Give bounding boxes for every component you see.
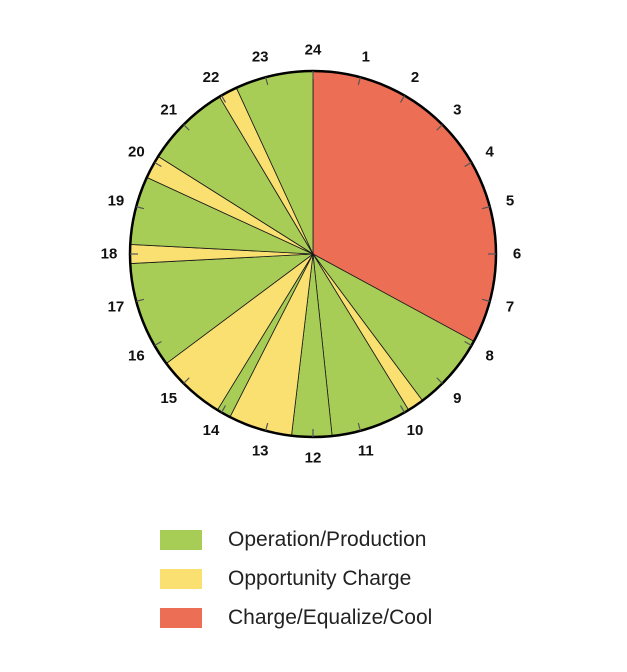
hour-tick-10 <box>399 405 406 413</box>
hour-tick-3 <box>436 124 443 131</box>
hour-label-13: 13 <box>252 443 269 460</box>
hour-tick-17 <box>136 298 145 302</box>
hour-label-24: 24 <box>305 42 322 59</box>
hour-label-17: 17 <box>108 298 125 315</box>
hour-tick-1 <box>357 77 361 86</box>
hour-tick-9 <box>436 377 443 384</box>
hour-tick-21 <box>183 124 190 131</box>
hour-tick-8 <box>464 340 472 347</box>
legend-item-opportunity: Opportunity Charge <box>160 559 432 598</box>
hour-tick-14 <box>220 405 227 413</box>
hour-label-21: 21 <box>160 101 177 118</box>
hour-label-11: 11 <box>358 443 374 460</box>
hour-label-15: 15 <box>160 390 177 407</box>
hour-label-9: 9 <box>453 390 461 407</box>
hour-tick-16 <box>154 340 162 347</box>
hour-tick-4 <box>464 161 472 168</box>
hour-label-14: 14 <box>203 422 220 439</box>
hour-tick-7 <box>481 298 490 302</box>
hour-tick-13 <box>265 422 269 431</box>
hour-label-16: 16 <box>128 348 145 365</box>
pie-slices <box>129 70 497 438</box>
hour-label-6: 6 <box>513 246 521 263</box>
hour-label-1: 1 <box>362 48 370 65</box>
legend: Operation/Production Opportunity Charge … <box>160 520 432 637</box>
hour-label-8: 8 <box>485 348 493 365</box>
hour-label-18: 18 <box>101 246 118 263</box>
hour-label-4: 4 <box>485 144 494 161</box>
hour-label-5: 5 <box>506 193 514 210</box>
hour-tick-15 <box>183 377 190 384</box>
hour-tick-19 <box>136 206 145 210</box>
hour-label-3: 3 <box>453 101 461 118</box>
hour-label-20: 20 <box>128 144 145 161</box>
hour-tick-2 <box>399 95 406 103</box>
legend-swatch-operation <box>160 529 202 550</box>
hour-tick-5 <box>481 206 490 210</box>
legend-swatch-charge <box>160 607 202 628</box>
hour-label-2: 2 <box>411 69 419 86</box>
hour-label-12: 12 <box>305 450 322 467</box>
legend-label-operation: Operation/Production <box>228 527 427 551</box>
legend-item-charge: Charge/Equalize/Cool <box>160 598 432 637</box>
hour-label-19: 19 <box>108 193 125 210</box>
legend-label-opportunity: Opportunity Charge <box>228 566 412 590</box>
hour-ticks <box>130 71 496 437</box>
hour-tick-11 <box>357 422 361 431</box>
hour-label-7: 7 <box>506 298 514 315</box>
hour-tick-23 <box>265 77 269 86</box>
hour-label-22: 22 <box>203 69 220 86</box>
legend-swatch-opportunity <box>160 568 202 589</box>
hour-label-23: 23 <box>252 48 269 65</box>
hour-label-10: 10 <box>407 422 424 439</box>
hour-tick-20 <box>154 161 162 168</box>
legend-item-operation: Operation/Production <box>160 520 432 559</box>
legend-label-charge: Charge/Equalize/Cool <box>228 605 433 629</box>
hour-tick-22 <box>220 95 227 103</box>
